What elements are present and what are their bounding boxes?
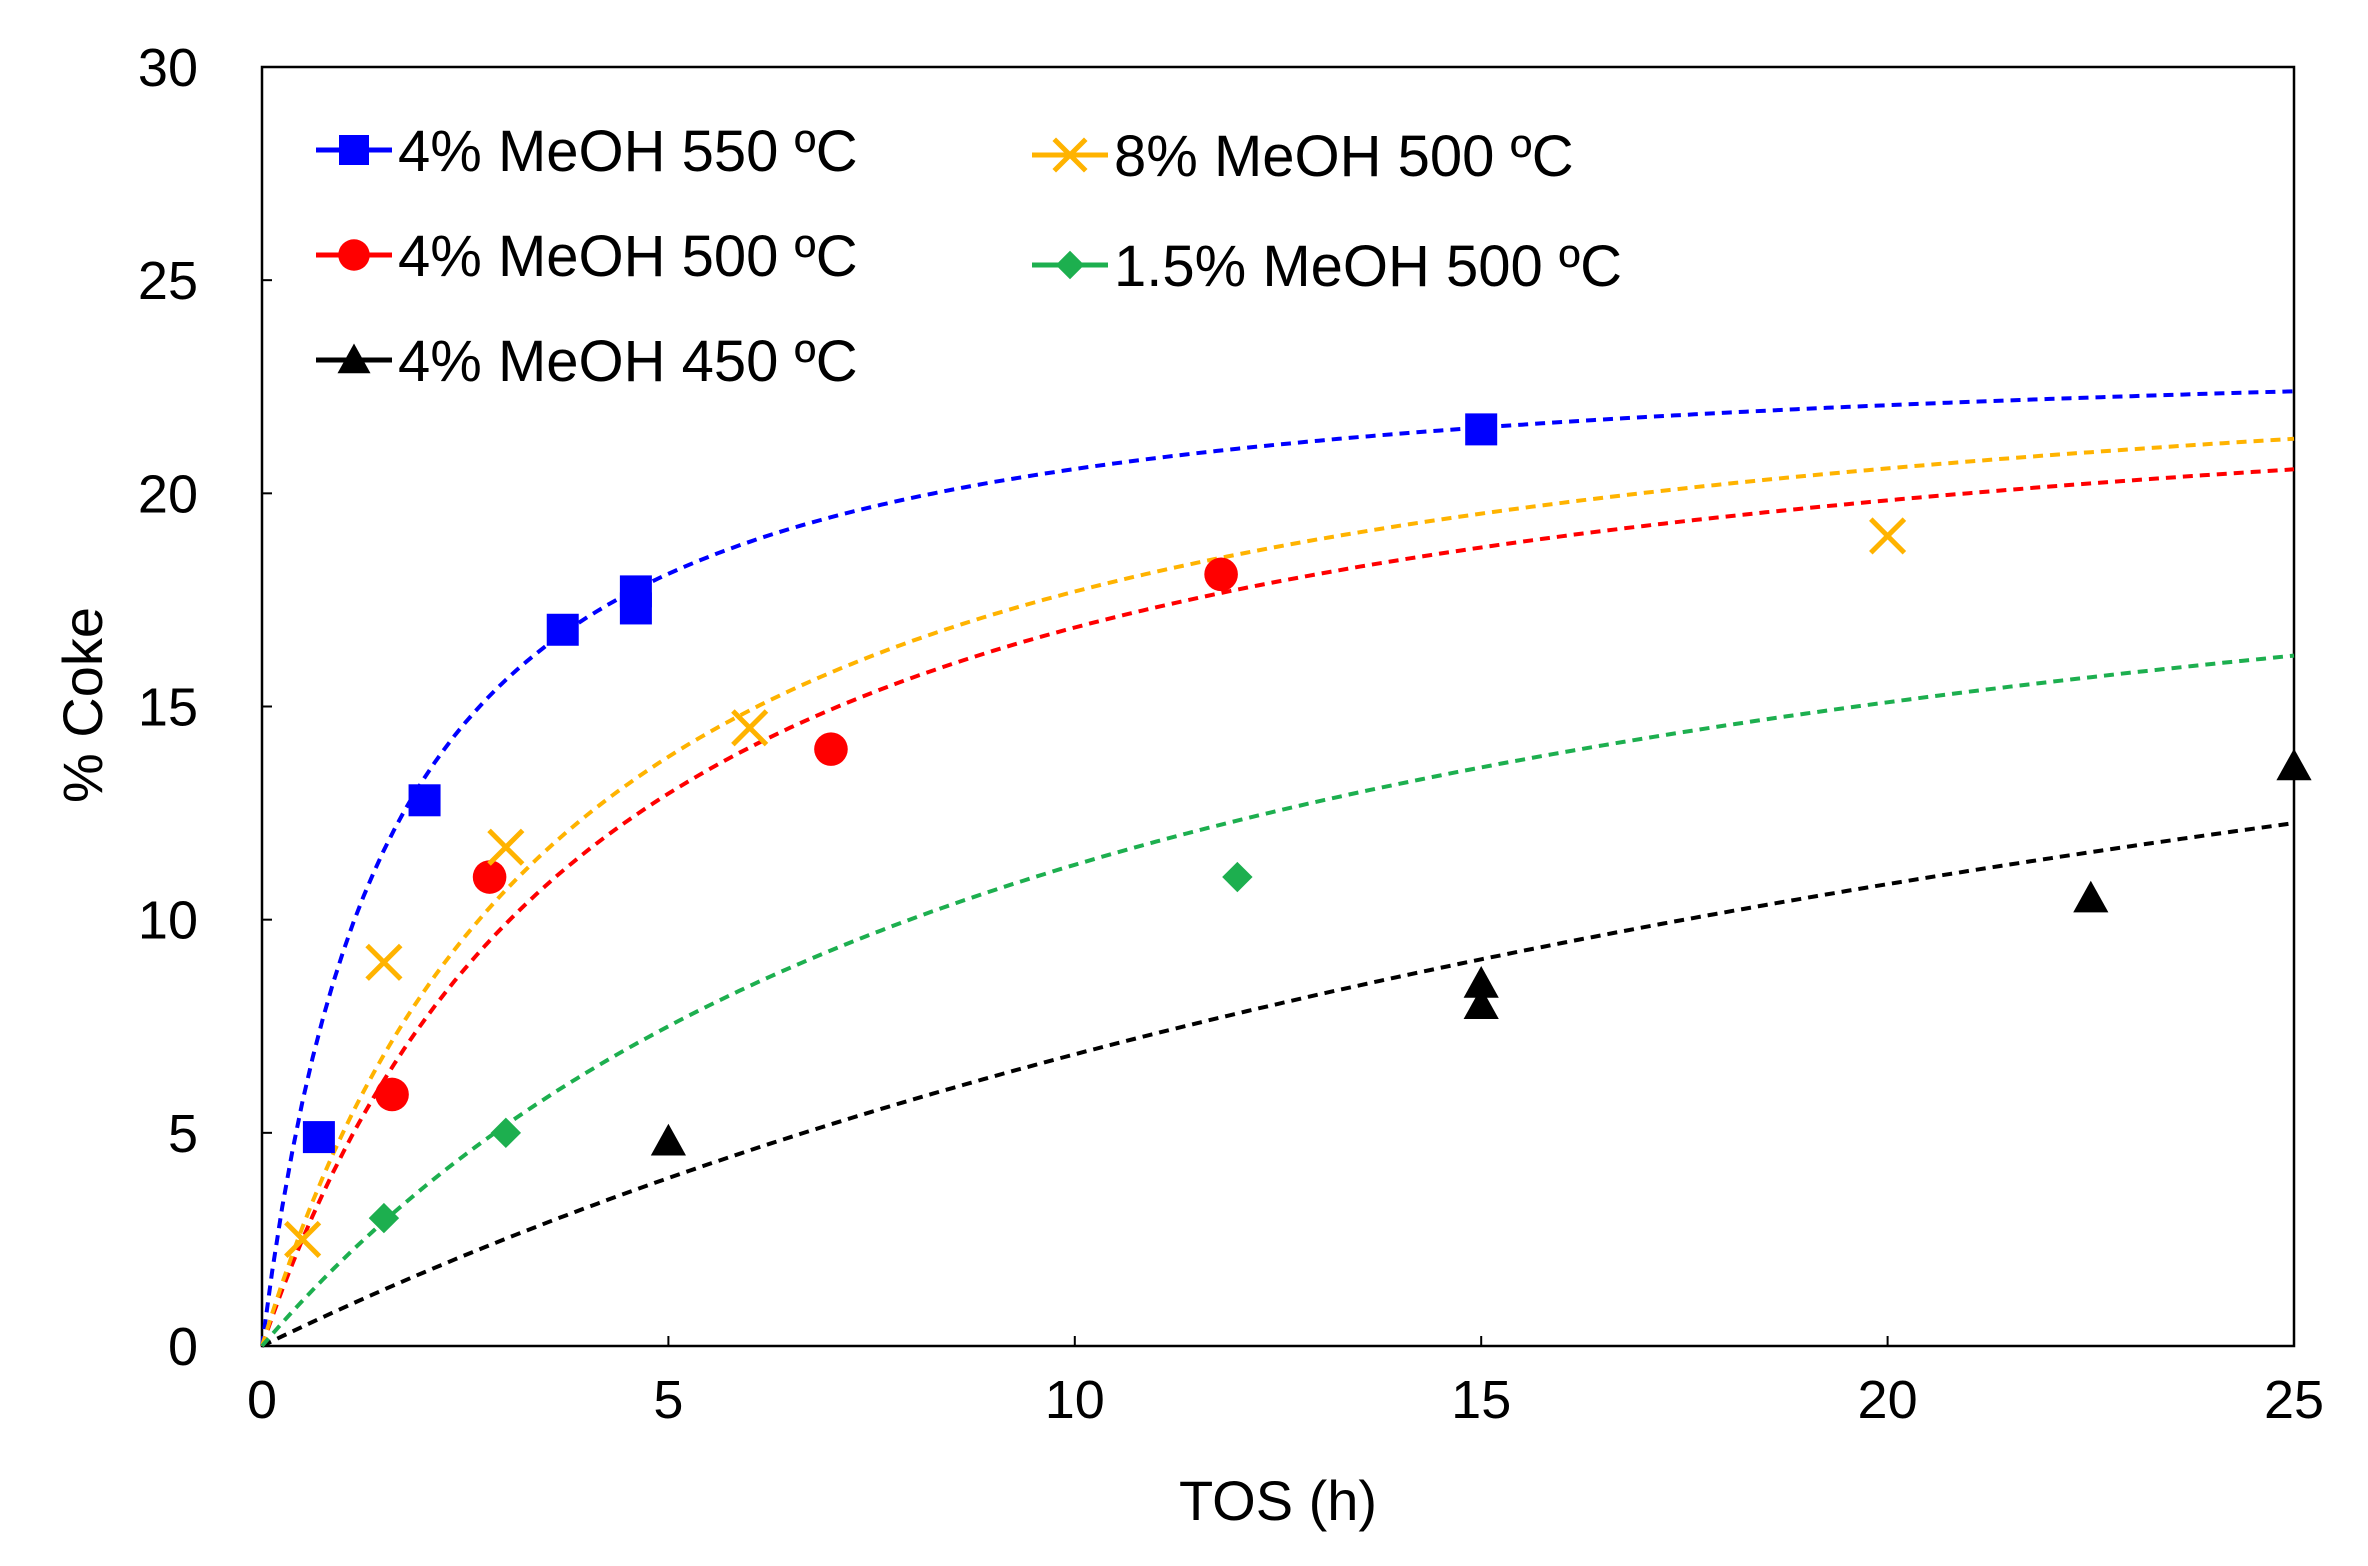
data-point-0 [1465, 413, 1498, 446]
fit-curves [260, 389, 2295, 1348]
x-tick-label: 0 [247, 1370, 277, 1430]
fit-curve-2 [261, 821, 2295, 1348]
legend-item: 1.5% MeOH 500 ºC [1032, 234, 1622, 299]
y-tick-label: 25 [138, 251, 198, 311]
data-point-3 [284, 1220, 322, 1258]
data-point-2 [2276, 748, 2312, 781]
x-tick-label: 10 [1045, 1370, 1105, 1430]
x-tick-label: 15 [1451, 1370, 1511, 1430]
data-point-2 [1463, 987, 1499, 1020]
y-tick-label: 10 [138, 891, 198, 951]
legend: 4% MeOH 550 ºC 4% MeOH 500 ºC 4% MeOH 450 … [316, 119, 1622, 394]
legend-marker [337, 343, 371, 374]
y-tick-label: 20 [138, 464, 198, 524]
legend-label: 4% MeOH 550 ºC [398, 119, 858, 184]
x-marker-stroke [365, 943, 403, 981]
data-point-1 [1204, 557, 1238, 592]
x-tick-label: 20 [1858, 1370, 1918, 1430]
y-tick-label: 5 [168, 1104, 198, 1164]
data-point-2 [650, 1123, 686, 1156]
x-tick-label: 5 [653, 1370, 683, 1430]
legend-item: 4% MeOH 550 ºC [316, 119, 858, 184]
legend-label: 1.5% MeOH 500 ºC [1114, 234, 1622, 299]
data-markers [284, 413, 2312, 1258]
legend-label: 4% MeOH 500 ºC [398, 224, 858, 289]
data-point-3 [365, 943, 403, 981]
legend-label: 8% MeOH 500 ºC [1114, 124, 1574, 189]
y-axis-title: % Coke [51, 607, 114, 803]
legend-marker [339, 135, 369, 165]
fit-curve-1 [260, 467, 2295, 1347]
data-point-1 [814, 732, 848, 766]
y-tick-label: 0 [168, 1317, 198, 1377]
x-marker-stroke [731, 709, 769, 747]
data-point-2 [2073, 880, 2109, 913]
data-point-3 [487, 828, 525, 866]
fit-curve-0 [260, 389, 2295, 1347]
x-tick-label: 25 [2264, 1370, 2324, 1430]
legend-marker [338, 239, 370, 271]
fit-curve-3 [260, 436, 2295, 1347]
data-point-0 [619, 575, 652, 608]
data-point-4 [490, 1117, 522, 1149]
fit-curve-4 [260, 653, 2295, 1348]
legend-item: 4% MeOH 500 ºC [316, 224, 858, 289]
data-point-1 [375, 1077, 409, 1112]
data-point-4 [368, 1202, 400, 1234]
x-marker-stroke [1869, 517, 1907, 555]
data-point-3 [731, 709, 769, 747]
y-tick-label: 15 [138, 678, 198, 738]
x-marker-stroke [284, 1220, 322, 1258]
x-axis-title: TOS (h) [1179, 1469, 1377, 1532]
legend-item: 8% MeOH 500 ºC [1032, 124, 1574, 189]
data-point-3 [1869, 517, 1907, 555]
data-point-0 [408, 784, 441, 817]
x-marker-stroke [487, 828, 525, 866]
legend-item: 4% MeOH 450 ºC [316, 329, 858, 394]
legend-label: 4% MeOH 450 ºC [398, 329, 858, 394]
data-point-0 [546, 613, 579, 646]
legend-marker [1055, 250, 1085, 280]
data-point-1 [472, 860, 507, 894]
legend-marker [1052, 137, 1088, 173]
y-tick-label: 30 [138, 38, 198, 98]
data-point-2 [1463, 966, 1499, 998]
data-point-0 [302, 1121, 335, 1154]
data-point-4 [1222, 861, 1253, 893]
axes: 0 5 10 15 20 25 0 5 10 15 20 25 30 [138, 38, 2324, 1430]
x-marker-stroke [1052, 137, 1088, 173]
